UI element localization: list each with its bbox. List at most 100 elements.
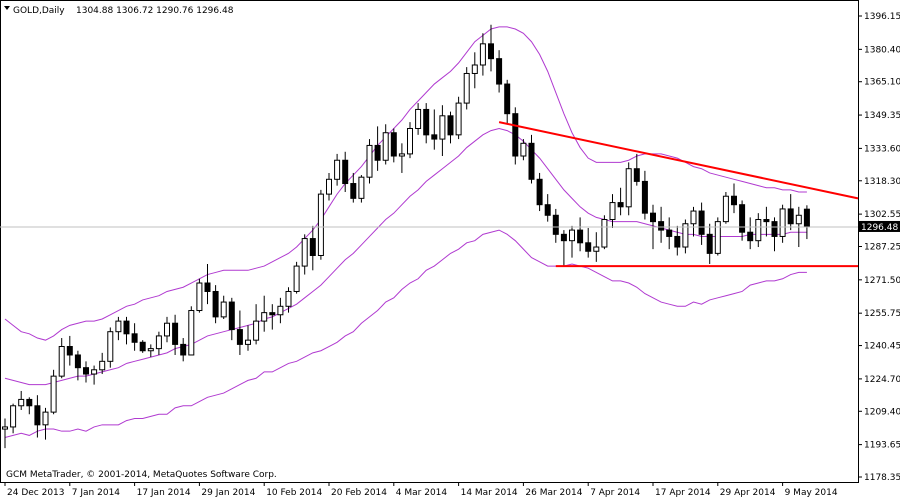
- candle-body: [350, 183, 357, 199]
- candle-body: [658, 221, 665, 231]
- candle-body: [334, 159, 341, 180]
- candle: [398, 143, 405, 173]
- candle: [228, 297, 235, 341]
- candle-body: [374, 144, 381, 161]
- candle: [577, 217, 584, 252]
- candle: [771, 217, 778, 252]
- candle-body: [593, 246, 600, 252]
- x-tick-label: 20 Feb 2014: [331, 488, 387, 498]
- x-tick-label: 29 Apr 2014: [720, 488, 776, 498]
- candle: [617, 187, 624, 216]
- header-ohlc: 1304.88 1306.72 1290.76 1296.48: [76, 6, 234, 16]
- candle-body: [722, 195, 729, 223]
- candle-body: [803, 208, 810, 228]
- x-tick-label: 7 Jan 2014: [72, 488, 120, 498]
- candle-body: [520, 142, 527, 157]
- candle: [204, 263, 211, 305]
- x-tick-label: 10 Feb 2014: [266, 488, 322, 498]
- candle-body: [698, 210, 705, 235]
- candle: [66, 335, 73, 366]
- bollinger-lower-line: [4, 229, 807, 439]
- candle: [585, 227, 592, 258]
- candle: [309, 225, 316, 271]
- candle-body: [139, 341, 146, 352]
- last-price-tag-box: [859, 220, 900, 232]
- candle: [569, 225, 575, 258]
- candle: [236, 310, 243, 355]
- candle-body: [650, 212, 656, 223]
- candle: [488, 24, 494, 72]
- candle: [739, 200, 746, 241]
- candle-body: [220, 301, 227, 318]
- candle: [641, 170, 648, 220]
- candle-body: [455, 102, 462, 136]
- candle-body: [285, 290, 292, 307]
- x-tick-label: 24 Dec 2013: [7, 488, 65, 498]
- candle-body: [763, 219, 770, 223]
- candle: [390, 128, 397, 163]
- candle: [99, 352, 106, 375]
- candle: [107, 327, 114, 368]
- candle-body: [795, 214, 802, 225]
- candle: [682, 219, 689, 254]
- candle: [326, 172, 332, 201]
- candle: [34, 395, 41, 438]
- candle-body: [787, 208, 794, 225]
- candle-body: [34, 405, 41, 426]
- x-tick-label: 9 May 2014: [785, 488, 838, 498]
- candle-body: [212, 290, 219, 318]
- candle-body: [682, 223, 689, 248]
- candle-body: [747, 231, 754, 242]
- candle: [382, 124, 389, 165]
- candle-body: [204, 282, 211, 292]
- candle-body: [228, 301, 235, 331]
- bollinger-bands: [4, 26, 807, 439]
- candle-body: [326, 178, 332, 195]
- candle: [593, 232, 600, 262]
- x-tick-label: 14 Mar 2014: [461, 488, 518, 498]
- candle: [544, 194, 551, 222]
- candle: [139, 340, 146, 353]
- candle: [714, 217, 721, 256]
- candlesticks: [2, 24, 810, 449]
- candle-body: [10, 405, 17, 428]
- candle-body: [690, 210, 697, 225]
- candle-body: [99, 360, 106, 371]
- candle: [439, 105, 446, 157]
- candle-body: [617, 202, 624, 208]
- candle-body: [172, 322, 179, 345]
- candle: [147, 344, 154, 358]
- candle: [560, 230, 567, 267]
- candle: [763, 206, 770, 237]
- candle: [504, 79, 511, 125]
- candle: [253, 304, 260, 345]
- candle-body: [714, 221, 721, 254]
- candle-body: [253, 320, 260, 341]
- candle-body: [585, 242, 592, 252]
- candle-body: [66, 346, 73, 356]
- y-axis: 1396.15 1380.40 1365.10 1349.35 1333.60 1318.…: [858, 12, 900, 483]
- candle-body: [196, 282, 203, 312]
- candle-body: [625, 168, 632, 208]
- candle-body: [431, 134, 438, 140]
- candle: [188, 306, 195, 356]
- candle-body: [277, 305, 284, 316]
- y-tick-label: 1224.70: [864, 375, 900, 385]
- candle: [155, 331, 162, 355]
- candle: [196, 278, 203, 313]
- candle: [609, 194, 616, 228]
- candle: [50, 369, 57, 415]
- candle: [787, 194, 794, 231]
- candle: [471, 52, 478, 89]
- candle: [455, 96, 462, 140]
- candle: [658, 206, 665, 243]
- candle: [293, 261, 300, 294]
- candle: [755, 213, 762, 248]
- candle-body: [577, 229, 584, 244]
- candle-body: [479, 43, 486, 66]
- candle-body: [771, 221, 778, 237]
- candle-body: [398, 153, 405, 157]
- candle-body: [91, 369, 98, 375]
- candle: [722, 191, 729, 224]
